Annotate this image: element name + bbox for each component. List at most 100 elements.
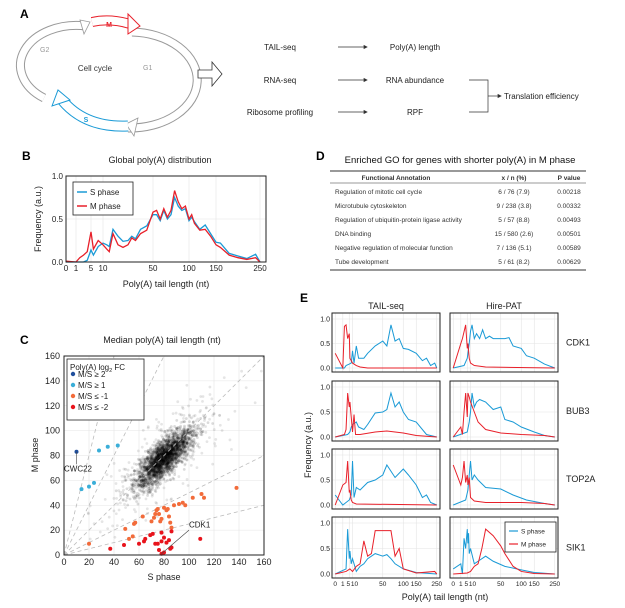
background-point bbox=[144, 518, 148, 522]
background-point bbox=[163, 468, 167, 472]
background-point bbox=[165, 463, 168, 467]
background-point bbox=[142, 490, 146, 494]
y-tick-label: 1.0 bbox=[320, 317, 330, 324]
background-point bbox=[181, 405, 184, 409]
plot-frame bbox=[331, 380, 441, 442]
background-point bbox=[138, 496, 141, 500]
background-point bbox=[168, 457, 171, 461]
background-point bbox=[118, 501, 122, 505]
legend-item: M/S ≥ 1 bbox=[78, 381, 106, 390]
background-point bbox=[160, 455, 163, 459]
background-point bbox=[143, 465, 147, 469]
background-point bbox=[154, 443, 158, 447]
background-point bbox=[154, 471, 158, 474]
background-point bbox=[156, 446, 160, 450]
background-point bbox=[160, 466, 164, 469]
background-point bbox=[158, 455, 162, 458]
background-point bbox=[148, 460, 152, 463]
background-point bbox=[170, 444, 174, 448]
background-point bbox=[156, 465, 160, 469]
background-point bbox=[114, 489, 118, 493]
background-point bbox=[157, 454, 161, 458]
background-point bbox=[147, 462, 151, 466]
background-point bbox=[163, 466, 166, 470]
background-point bbox=[157, 463, 161, 467]
highlight-point bbox=[79, 487, 84, 492]
background-point bbox=[161, 444, 165, 447]
background-point bbox=[164, 450, 168, 454]
background-point bbox=[167, 443, 170, 447]
background-point bbox=[154, 454, 158, 458]
background-point bbox=[180, 435, 184, 439]
background-point bbox=[169, 454, 173, 458]
series-line-m-phase bbox=[65, 190, 261, 263]
background-point bbox=[112, 509, 116, 513]
background-point bbox=[184, 455, 188, 459]
background-point bbox=[151, 452, 155, 456]
background-point bbox=[139, 472, 143, 475]
background-point bbox=[130, 490, 134, 494]
background-point bbox=[205, 440, 209, 444]
p-value-cell: 0.00629 bbox=[557, 259, 581, 266]
background-point bbox=[146, 489, 150, 493]
background-point bbox=[179, 459, 183, 463]
m-phase-label: M bbox=[106, 22, 112, 29]
background-point bbox=[167, 440, 171, 444]
background-point bbox=[185, 441, 189, 445]
background-point bbox=[177, 441, 181, 445]
background-point bbox=[194, 434, 197, 438]
background-point bbox=[176, 436, 180, 440]
background-point bbox=[165, 468, 168, 472]
background-point bbox=[138, 462, 142, 466]
background-point bbox=[126, 494, 130, 497]
background-point bbox=[158, 464, 162, 468]
cell-cycle-diagram: M S G2 G1 Cell cycle bbox=[16, 12, 223, 138]
background-point bbox=[164, 480, 167, 484]
background-point bbox=[177, 443, 181, 447]
background-point bbox=[159, 453, 163, 457]
background-point bbox=[144, 478, 148, 482]
background-point bbox=[167, 451, 171, 455]
background-point bbox=[180, 435, 184, 439]
background-point bbox=[158, 471, 162, 475]
background-point bbox=[182, 439, 185, 443]
background-point bbox=[191, 420, 195, 424]
background-point bbox=[227, 418, 230, 421]
background-point bbox=[160, 434, 164, 438]
series-line-m-phase bbox=[334, 323, 437, 370]
plot-frame bbox=[449, 312, 559, 373]
background-point bbox=[167, 442, 171, 446]
background-point bbox=[152, 470, 156, 474]
background-point bbox=[162, 451, 166, 455]
background-point bbox=[176, 448, 180, 452]
background-point bbox=[155, 467, 159, 471]
background-point bbox=[180, 436, 184, 440]
background-point bbox=[159, 459, 163, 463]
background-point bbox=[156, 462, 160, 466]
background-point bbox=[173, 440, 177, 444]
background-point bbox=[179, 449, 183, 453]
background-point bbox=[174, 440, 178, 444]
background-point bbox=[162, 470, 166, 474]
background-point bbox=[155, 450, 159, 454]
background-point bbox=[174, 411, 178, 415]
background-point bbox=[173, 460, 176, 463]
background-point bbox=[159, 427, 163, 431]
background-point bbox=[172, 449, 176, 453]
background-point bbox=[161, 448, 165, 452]
background-point bbox=[181, 440, 185, 444]
background-point bbox=[186, 447, 190, 451]
background-point bbox=[173, 445, 176, 449]
background-point bbox=[155, 470, 159, 474]
background-point bbox=[142, 465, 146, 469]
background-point bbox=[179, 448, 183, 452]
background-point bbox=[158, 467, 162, 470]
background-point bbox=[152, 440, 156, 444]
y-axis-label: M phase bbox=[30, 438, 40, 473]
background-point bbox=[181, 428, 185, 432]
background-point bbox=[160, 455, 164, 459]
background-point bbox=[188, 448, 192, 452]
background-point bbox=[174, 447, 178, 450]
background-point bbox=[158, 464, 162, 468]
y-tick-label: 60 bbox=[50, 475, 60, 485]
